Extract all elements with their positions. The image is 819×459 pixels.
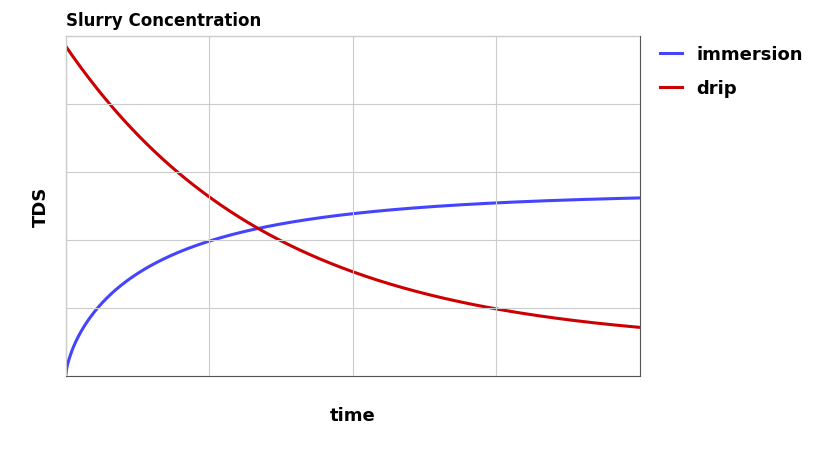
- X-axis label: time: time: [329, 406, 375, 424]
- drip: [61, 44, 70, 50]
- drip: [402, 286, 412, 292]
- immersion: [337, 213, 346, 218]
- Line: drip: drip: [66, 47, 639, 328]
- Text: Slurry Concentration: Slurry Concentration: [66, 11, 260, 30]
- drip: [371, 277, 381, 283]
- drip: [634, 325, 644, 330]
- immersion: [620, 196, 630, 202]
- immersion: [402, 206, 412, 212]
- Legend: immersion, drip: immersion, drip: [659, 46, 802, 98]
- Line: immersion: immersion: [66, 198, 639, 376]
- immersion: [371, 209, 381, 214]
- immersion: [634, 196, 644, 201]
- immersion: [61, 374, 70, 379]
- drip: [620, 324, 630, 329]
- immersion: [531, 199, 541, 204]
- immersion: [333, 213, 342, 218]
- drip: [333, 264, 342, 269]
- Y-axis label: TDS: TDS: [32, 186, 50, 227]
- drip: [531, 313, 541, 319]
- drip: [337, 265, 346, 271]
